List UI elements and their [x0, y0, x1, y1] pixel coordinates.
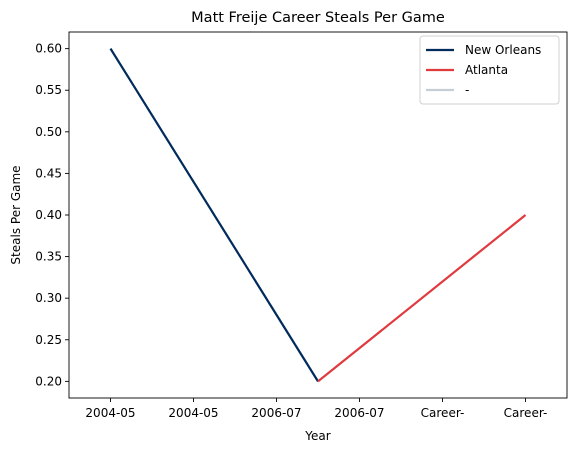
y-axis-label: Steals Per Game [9, 165, 23, 264]
y-tick-label: 0.50 [35, 125, 62, 139]
y-tick-label: 0.30 [35, 291, 62, 305]
y-tick-label: 0.40 [35, 208, 62, 222]
y-tick-label: 0.25 [35, 333, 62, 347]
legend-label-2: - [465, 83, 469, 97]
y-tick-label: 0.55 [35, 83, 62, 97]
chart-title: Matt Freije Career Steals Per Game [191, 10, 445, 26]
legend-frame [419, 35, 560, 105]
x-tick-label: Career- [421, 406, 465, 420]
x-tick-label: 2006-07 [334, 406, 384, 420]
x-tick-label: 2004-05 [85, 406, 135, 420]
x-axis-label: Year [304, 429, 330, 443]
x-tick-label: Career- [504, 406, 548, 420]
series-line-1 [317, 214, 527, 383]
legend: New Orleans Atlanta - [419, 35, 560, 105]
y-tick-label: 0.20 [35, 374, 62, 388]
x-tick-label: 2006-07 [251, 406, 301, 420]
legend-label-1: Atlanta [465, 63, 508, 77]
y-tick-label: 0.35 [35, 250, 62, 264]
series-line-0 [109, 48, 319, 382]
plot-area: 0.20 0.25 0.30 0.35 0.40 0.45 0.50 0.55 0.60 2004… [35, 31, 568, 420]
legend-label-0: New Orleans [465, 43, 541, 57]
y-tick-label: 0.45 [35, 166, 62, 180]
x-tick-label: 2004-05 [168, 406, 218, 420]
y-tick-label: 0.60 [35, 42, 62, 56]
